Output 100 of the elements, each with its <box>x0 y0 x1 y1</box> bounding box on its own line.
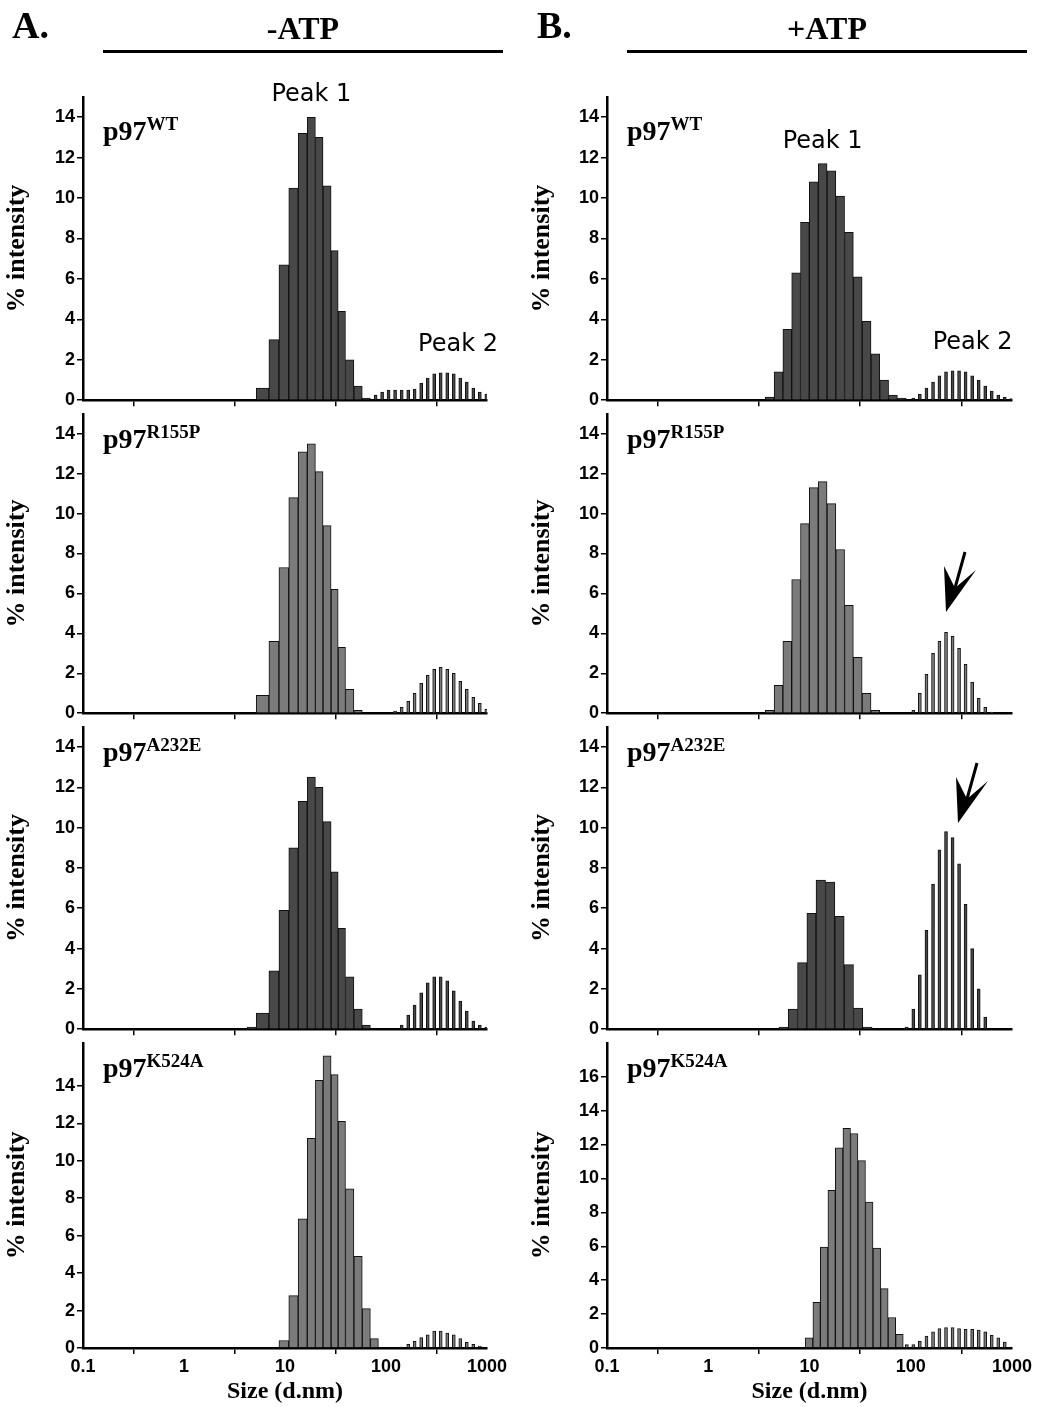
x-tick-label: 100 <box>895 1355 926 1376</box>
y-tick-label: 8 <box>588 856 599 877</box>
y-tick-label: 8 <box>588 227 599 248</box>
y-tick-label: 12 <box>54 1112 75 1133</box>
y-tick-label: 0 <box>588 1018 599 1039</box>
x-axis-title: Size (d.nm) <box>751 1376 868 1403</box>
x-axis-title: Size (d.nm) <box>227 1376 343 1403</box>
y-tick-label: 8 <box>64 227 75 248</box>
chart-title: B. <box>537 3 572 48</box>
y-tick-label: 14 <box>54 422 75 443</box>
y-tick-label: 2 <box>588 662 599 683</box>
y-tick-label: 10 <box>54 816 75 837</box>
y-tick-label: 6 <box>64 1224 75 1245</box>
y-tick-label: 14 <box>578 735 599 756</box>
y-axis-title: % intensity <box>526 1131 556 1260</box>
y-tick-label: 8 <box>64 1187 75 1208</box>
y-tick-label: 12 <box>578 462 599 483</box>
y-tick-label: 6 <box>588 897 599 918</box>
y-tick-label: 4 <box>64 622 75 643</box>
y-tick-label: 8 <box>64 542 75 563</box>
y-axis-title: % intensity <box>526 184 556 313</box>
annotation: p97$^{R155P}$ <box>627 420 725 457</box>
y-axis-title: % intensity <box>1 184 31 313</box>
x-tick-label: 1000 <box>991 1355 1033 1376</box>
x-tick-label: 10 <box>274 1355 296 1376</box>
y-tick-label: 4 <box>64 1262 75 1283</box>
chart-subtitle: -ATP <box>103 6 503 53</box>
y-tick-label: 14 <box>578 1099 599 1120</box>
y-tick-label: 8 <box>588 1201 599 1222</box>
y-tick-label: 10 <box>54 1149 75 1170</box>
annotation: Peak 1 <box>271 79 352 108</box>
y-axis-title: % intensity <box>1 814 31 942</box>
y-tick-label: 10 <box>578 816 599 837</box>
chart-subtitle: +ATP <box>627 6 1027 53</box>
annotation: Peak 2 <box>418 329 498 358</box>
y-tick-label: 10 <box>578 502 599 523</box>
annotation: p97$^{A232E}$ <box>627 733 726 770</box>
y-axis-title: % intensity <box>526 499 556 628</box>
y-tick-label: 14 <box>54 1074 75 1095</box>
x-tick-label: 0.1 <box>70 1355 96 1376</box>
chart-title: A. <box>12 3 49 48</box>
y-tick-label: 6 <box>588 267 599 288</box>
y-tick-label: 12 <box>578 776 599 797</box>
y-axis-title: % intensity <box>1 499 31 628</box>
y-tick-label: 8 <box>588 542 599 563</box>
y-tick-label: 4 <box>588 937 599 958</box>
y-tick-label: 6 <box>64 582 75 603</box>
y-tick-label: 4 <box>588 308 599 329</box>
y-tick-label: 0 <box>588 702 599 723</box>
y-tick-label: 0 <box>64 389 75 410</box>
annotation: p97$^{K524A}$ <box>103 1049 204 1086</box>
y-tick-label: 14 <box>578 106 599 127</box>
annotation: p97$^{WT}$ <box>627 112 703 149</box>
y-tick-label: 12 <box>54 146 75 167</box>
annotation: p97$^{R155P}$ <box>103 420 201 457</box>
y-tick-label: 4 <box>588 622 599 643</box>
y-tick-label: 4 <box>588 1269 599 1290</box>
y-tick-label: 6 <box>588 1235 599 1256</box>
x-tick-label: 1000 <box>466 1355 508 1376</box>
y-tick-label: 2 <box>64 977 75 998</box>
y-tick-label: 4 <box>64 937 75 958</box>
y-tick-label: 16 <box>578 1065 599 1086</box>
x-tick-label: 1 <box>703 1355 714 1376</box>
y-tick-label: 12 <box>54 462 75 483</box>
y-tick-label: 14 <box>578 422 599 443</box>
y-tick-label: 12 <box>578 146 599 167</box>
y-tick-label: 2 <box>64 662 75 683</box>
y-tick-label: 0 <box>64 1336 75 1357</box>
annotation: Peak 1 <box>782 125 863 154</box>
y-tick-label: 12 <box>578 1133 599 1154</box>
y-tick-label: 10 <box>54 502 75 523</box>
annotation: p97$^{WT}$ <box>103 112 179 149</box>
y-tick-label: 12 <box>54 776 75 797</box>
y-tick-label: 2 <box>588 977 599 998</box>
y-tick-label: 0 <box>588 1336 599 1357</box>
y-tick-label: 6 <box>588 582 599 603</box>
x-tick-label: 1 <box>178 1355 190 1376</box>
y-tick-label: 10 <box>54 187 75 208</box>
y-tick-label: 10 <box>578 187 599 208</box>
y-tick-label: 6 <box>64 897 75 918</box>
y-axis-title: % intensity <box>526 814 556 942</box>
x-tick-label: 100 <box>370 1355 402 1376</box>
y-axis-title: % intensity <box>1 1131 31 1260</box>
y-tick-label: 8 <box>64 856 75 877</box>
y-tick-label: 2 <box>588 348 599 369</box>
y-tick-label: 0 <box>64 702 75 723</box>
y-tick-label: 2 <box>588 1303 599 1324</box>
y-tick-label: 2 <box>64 1299 75 1320</box>
annotation: Peak 2 <box>932 327 1013 356</box>
y-tick-label: 4 <box>64 308 75 329</box>
y-tick-label: 0 <box>64 1018 75 1039</box>
annotation: p97$^{A232E}$ <box>103 733 202 770</box>
x-tick-label: 10 <box>799 1355 820 1376</box>
y-tick-label: 14 <box>54 735 75 756</box>
y-tick-label: 2 <box>64 348 75 369</box>
y-tick-label: 10 <box>578 1167 599 1188</box>
y-tick-label: 0 <box>588 389 599 410</box>
annotation: p97$^{K524A}$ <box>627 1049 728 1086</box>
x-tick-label: 0.1 <box>594 1355 620 1376</box>
y-tick-label: 6 <box>64 267 75 288</box>
